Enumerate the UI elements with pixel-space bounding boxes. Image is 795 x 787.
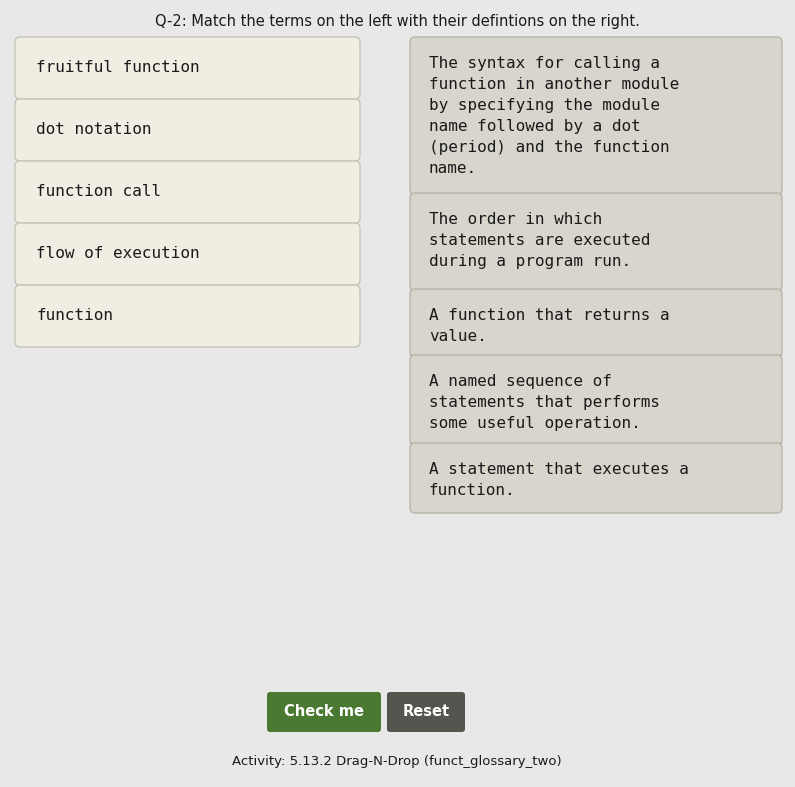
Text: flow of execution: flow of execution [36,246,200,261]
Text: fruitful function: fruitful function [36,61,200,76]
Text: A function that returns a
value.: A function that returns a value. [429,308,669,344]
FancyBboxPatch shape [15,99,360,161]
FancyBboxPatch shape [410,443,782,513]
FancyBboxPatch shape [410,355,782,445]
FancyBboxPatch shape [387,692,465,732]
FancyBboxPatch shape [15,223,360,285]
FancyBboxPatch shape [410,193,782,291]
Text: A named sequence of
statements that performs
some useful operation.: A named sequence of statements that perf… [429,374,660,431]
Text: Check me: Check me [284,704,364,719]
Text: Reset: Reset [402,704,449,719]
FancyBboxPatch shape [410,289,782,357]
Text: function: function [36,309,113,323]
Text: Q-2: Match the terms on the left with their defintions on the right.: Q-2: Match the terms on the left with th… [154,14,639,29]
FancyBboxPatch shape [15,37,360,99]
Text: The syntax for calling a
function in another module
by specifying the module
nam: The syntax for calling a function in ano… [429,56,679,176]
FancyBboxPatch shape [15,161,360,223]
Text: The order in which
statements are executed
during a program run.: The order in which statements are execut… [429,212,650,269]
FancyBboxPatch shape [410,37,782,195]
Text: dot notation: dot notation [36,123,152,138]
FancyBboxPatch shape [267,692,381,732]
Text: function call: function call [36,184,161,199]
Text: Activity: 5.13.2 Drag-N-Drop (funct_glossary_two): Activity: 5.13.2 Drag-N-Drop (funct_glos… [232,755,562,768]
Text: A statement that executes a
function.: A statement that executes a function. [429,462,689,498]
FancyBboxPatch shape [15,285,360,347]
